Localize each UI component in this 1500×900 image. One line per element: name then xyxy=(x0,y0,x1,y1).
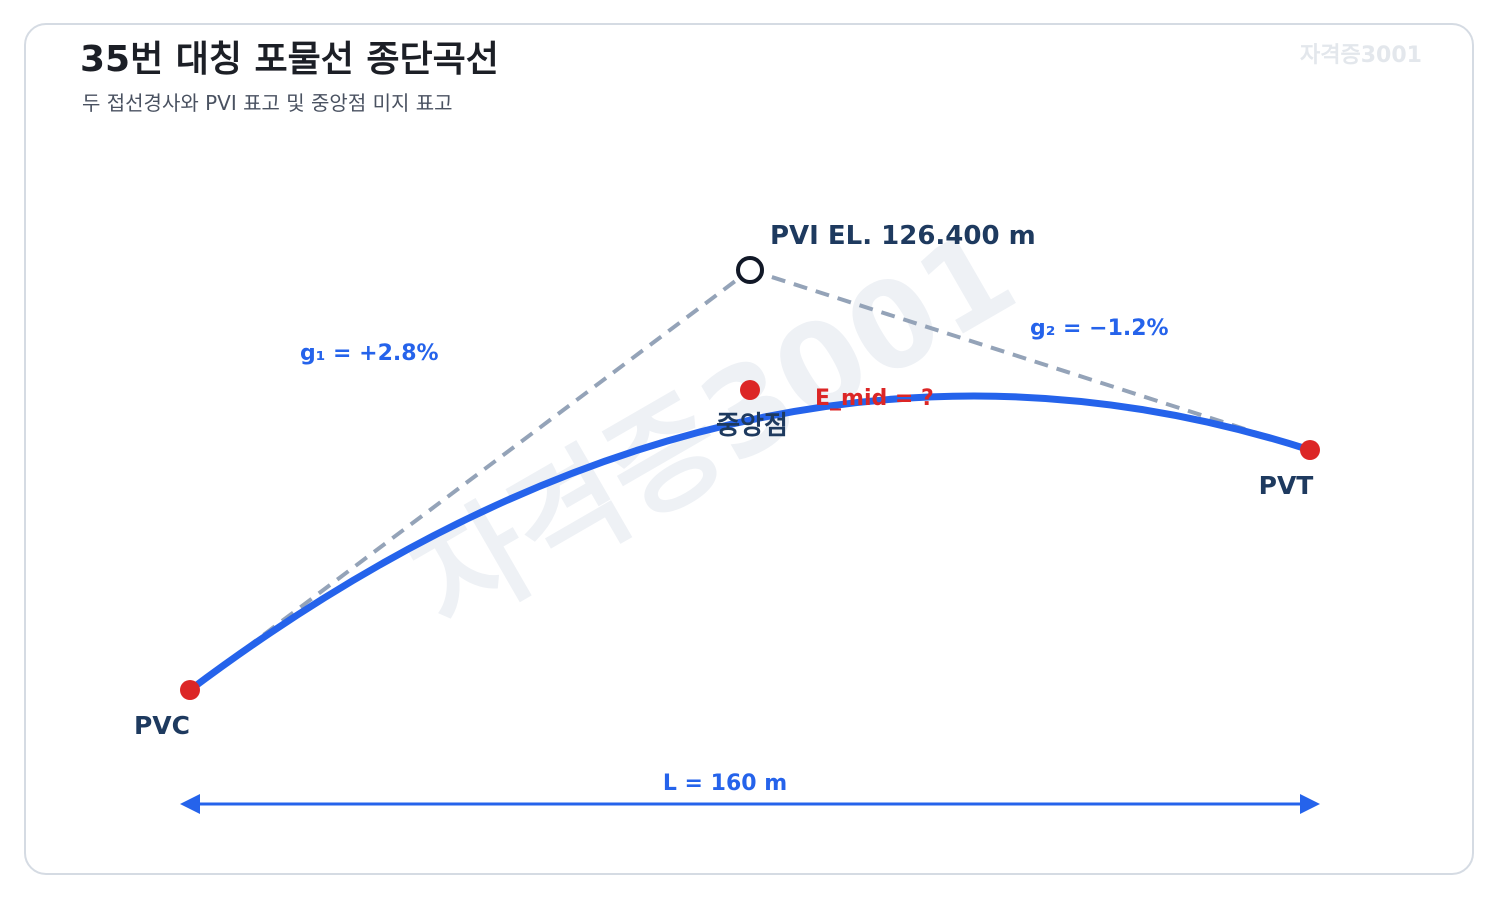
corner-watermark: 자격증3001 xyxy=(1300,43,1422,68)
page-title: 35번 대칭 포물선 종단곡선 xyxy=(80,39,499,80)
pvc-point xyxy=(180,680,200,700)
e-mid-label: E_mid = ? xyxy=(815,386,934,411)
page-subtitle: 두 접선경사와 PVI 표고 및 중앙점 미지 표고 xyxy=(82,91,453,115)
dimension-arrow-left-icon xyxy=(180,794,200,814)
midpoint-label: 중앙점 xyxy=(716,411,788,441)
tangent-line-g2 xyxy=(749,268,1311,452)
g2-label: g₂ = −1.2% xyxy=(1030,316,1169,341)
midpoint-point xyxy=(740,380,760,400)
vertical-curve xyxy=(186,392,1314,694)
pvi-marker xyxy=(736,256,764,284)
dimension-arrow-right-icon xyxy=(1300,794,1320,814)
pvi-label: PVI EL. 126.400 m xyxy=(770,221,1036,251)
length-label: L = 160 m xyxy=(663,771,787,796)
g1-label: g₁ = +2.8% xyxy=(300,341,439,366)
pvc-label: PVC xyxy=(134,711,190,740)
diagram-card xyxy=(24,23,1474,875)
pvt-point xyxy=(1300,440,1320,460)
pvt-label: PVT xyxy=(1259,471,1314,500)
